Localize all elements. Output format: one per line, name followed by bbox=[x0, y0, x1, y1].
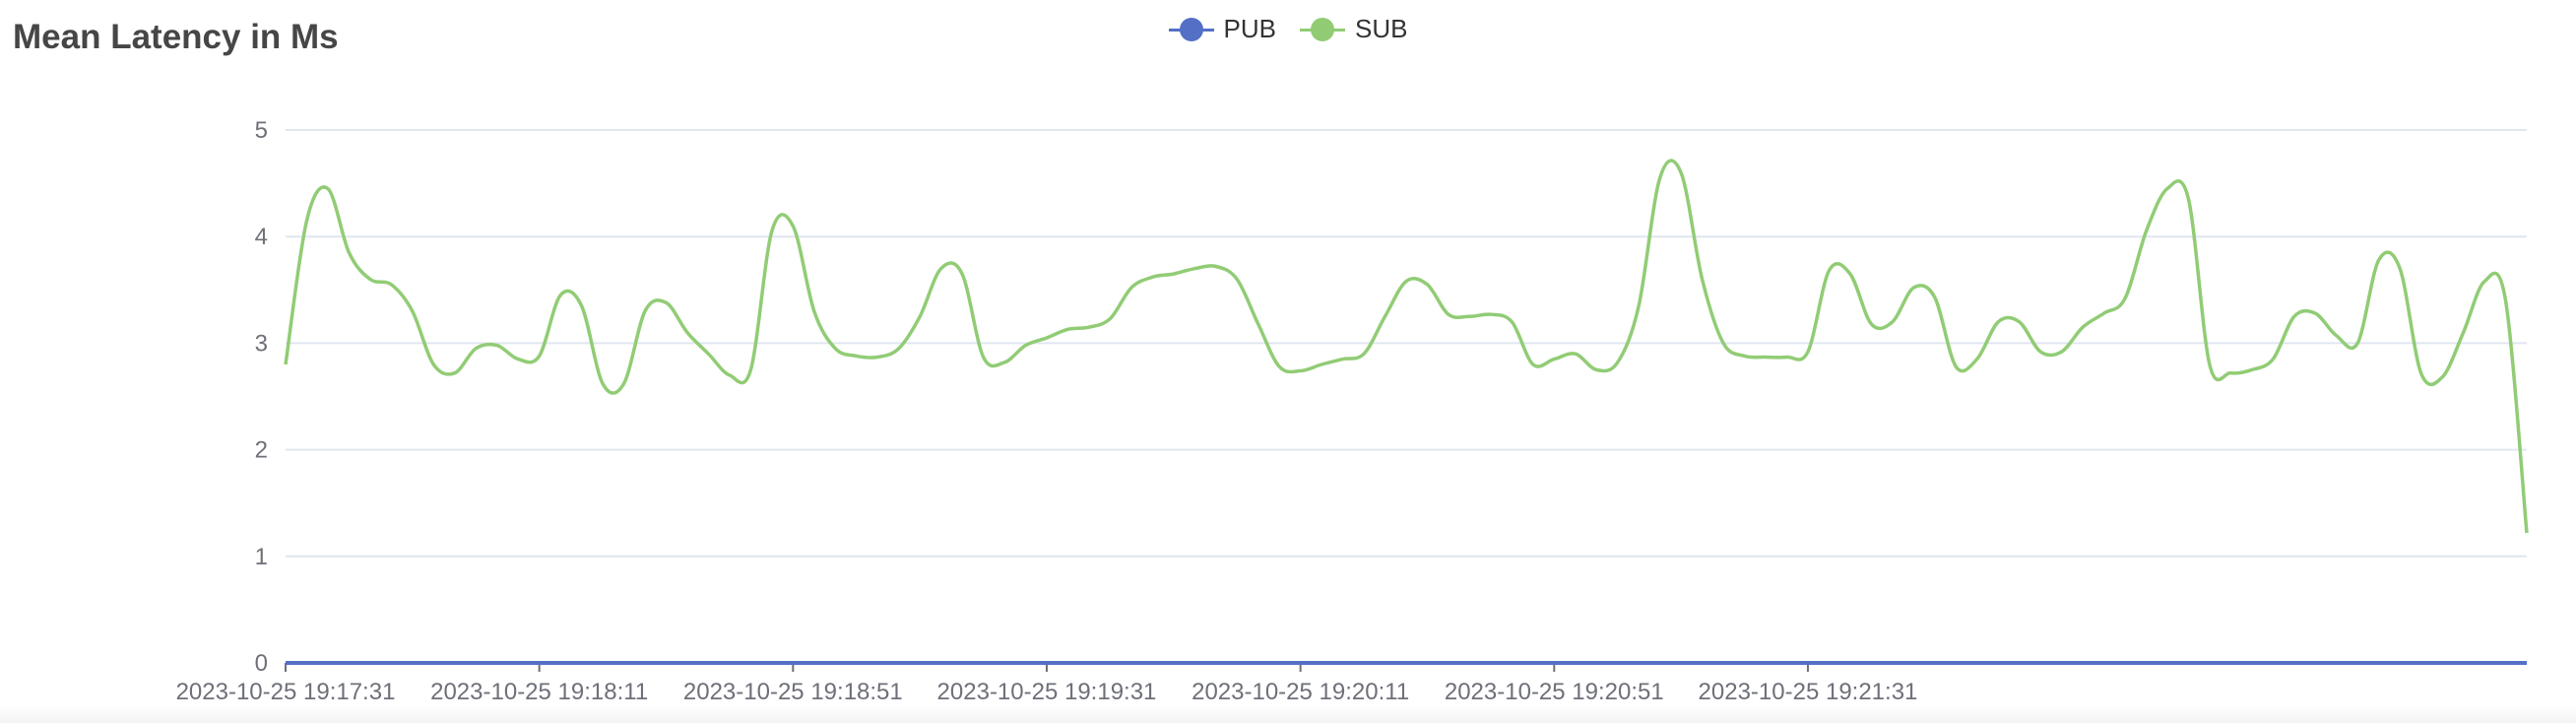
y-tick-label: 0 bbox=[255, 650, 268, 677]
bottom-fade bbox=[0, 705, 2576, 723]
legend-item-sub[interactable]: SUB bbox=[1300, 14, 1407, 44]
x-tick-label: 2023-10-25 19:18:51 bbox=[683, 679, 903, 705]
x-tick-label: 2023-10-25 19:20:11 bbox=[1191, 679, 1409, 705]
y-tick-label: 1 bbox=[255, 544, 268, 570]
legend-item-pub[interactable]: PUB bbox=[1168, 14, 1276, 44]
legend: PUB SUB bbox=[0, 14, 2576, 44]
x-tick-label: 2023-10-25 19:18:11 bbox=[430, 679, 648, 705]
x-tick-label: 2023-10-25 19:19:31 bbox=[937, 679, 1157, 705]
x-tick-label: 2023-10-25 19:17:31 bbox=[176, 679, 396, 705]
legend-marker-pub bbox=[1168, 17, 1214, 42]
series-line-sub bbox=[284, 159, 2529, 534]
y-tick-label: 5 bbox=[255, 117, 268, 144]
x-tick-label: 2023-10-25 19:21:31 bbox=[1699, 679, 1918, 705]
y-tick-label: 3 bbox=[255, 330, 268, 357]
chart-title: Mean Latency in Ms bbox=[13, 18, 339, 56]
legend-marker-sub bbox=[1300, 17, 1345, 42]
legend-label-pub: PUB bbox=[1223, 14, 1276, 43]
y-tick-label: 4 bbox=[255, 224, 268, 250]
y-tick-label: 2 bbox=[255, 437, 268, 464]
legend-label-sub: SUB bbox=[1355, 14, 1408, 43]
x-tick-label: 2023-10-25 19:20:51 bbox=[1445, 679, 1664, 705]
